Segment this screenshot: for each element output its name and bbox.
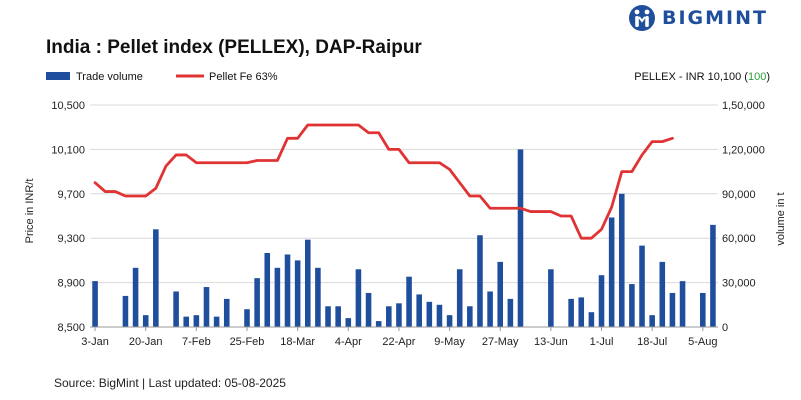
volume-bar: [213, 316, 220, 327]
y2-tick-label: 90,000: [722, 189, 756, 201]
pellex-annotation-suffix: ): [766, 71, 770, 83]
legend-label-trade-volume: Trade volume: [76, 71, 143, 83]
volume-bar: [507, 298, 514, 327]
volume-bar: [294, 260, 301, 327]
volume-bar: [345, 318, 352, 327]
y2-tick-label: 1,50,000: [722, 100, 765, 112]
x-tick-label: 9-May: [434, 336, 465, 348]
volume-bar: [254, 278, 260, 327]
volume-bar: [244, 309, 250, 327]
volume-bar: [487, 291, 493, 327]
x-tick-label: 20-Jan: [129, 336, 163, 348]
volume-bar: [304, 239, 311, 327]
volume-bar: [203, 287, 210, 327]
volume-bar: [598, 275, 605, 327]
volume-bar: [223, 298, 230, 327]
y-tick-label: 10,100: [51, 144, 85, 156]
volume-bar: [386, 306, 392, 327]
volume-bar: [710, 224, 716, 327]
volume-bar: [456, 269, 463, 327]
volume-bars: [92, 149, 716, 327]
volume-bar: [183, 316, 190, 327]
pellex-annotation-change: 100: [748, 71, 766, 83]
x-tick-label: 22-Apr: [382, 336, 415, 348]
volume-bar: [608, 217, 615, 327]
y-tick-label: 10,500: [51, 100, 85, 112]
pellex-annotation: PELLEX - INR 10,100 (100): [634, 71, 770, 83]
volume-bar: [416, 294, 422, 327]
chart-title: India : Pellet index (PELLEX), DAP-Raipu…: [46, 37, 422, 58]
bigmint-logo-icon: [629, 5, 655, 31]
volume-bar: [497, 261, 504, 327]
price-line: [93, 123, 674, 240]
axes: 8,500 8,900 9,300 9,700 10,100 10,500 0 30,000 6…: [51, 100, 764, 348]
y-axis-label: Price in INR/t: [24, 179, 36, 244]
volume-bar: [618, 193, 625, 327]
volume-bar: [365, 292, 372, 327]
price-line-layer: [93, 123, 674, 240]
y-tick-label: 8,900: [57, 278, 85, 290]
y-tick-label: 8,500: [57, 322, 85, 334]
volume-bar: [142, 315, 149, 327]
legend-swatch-trade-volume: [46, 72, 70, 80]
x-tick-label: 3-Jan: [81, 336, 109, 348]
y2-axis-label: volume in t: [775, 192, 787, 245]
volume-bar: [396, 303, 402, 327]
volume-bar: [578, 297, 585, 327]
volume-bar: [446, 315, 453, 327]
volume-bar: [274, 267, 281, 327]
volume-bar: [406, 276, 412, 327]
x-tick-label: 7-Feb: [182, 336, 211, 348]
volume-bar: [588, 312, 595, 327]
volume-bar: [355, 269, 362, 327]
volume-bar: [477, 235, 483, 327]
chart-footer: Source: BigMint | Last updated: 05-08-20…: [54, 376, 286, 390]
volume-bar: [679, 281, 686, 327]
y2-tick-label: 1,20,000: [722, 144, 765, 156]
volume-bar: [315, 267, 321, 327]
x-tick-label: 4-Apr: [335, 336, 362, 348]
x-tick-label: 1-Jul: [590, 336, 614, 348]
brand-logo: BIGMINT: [628, 4, 768, 32]
volume-bar: [375, 321, 382, 327]
volume-bar: [467, 306, 473, 327]
pellex-annotation-prefix: PELLEX - INR 10,100 (: [634, 71, 748, 83]
y2-tick-label: 0: [722, 322, 728, 334]
volume-bar: [669, 292, 676, 327]
brand-name: BIGMINT: [662, 7, 768, 29]
y2-tick-label: 60,000: [722, 233, 756, 245]
volume-bar: [153, 229, 159, 327]
volume-bar: [335, 306, 341, 327]
x-tick-label: 27-May: [482, 336, 519, 348]
volume-bar: [193, 315, 200, 327]
volume-bar: [264, 253, 271, 327]
volume-bar: [436, 304, 443, 327]
volume-bar: [426, 301, 433, 327]
y2-tick-label: 30,000: [722, 278, 756, 290]
chart-legend: Trade volume Pellet Fe 63%: [46, 71, 278, 83]
volume-bar: [649, 315, 655, 327]
x-tick-label: 18-Jul: [637, 336, 667, 348]
volume-bar: [629, 284, 635, 327]
legend-label-pellet-fe: Pellet Fe 63%: [209, 71, 278, 83]
volume-bar: [568, 298, 574, 327]
volume-bar: [122, 295, 129, 327]
y-tick-label: 9,300: [57, 233, 85, 245]
x-tick-label: 5-Aug: [688, 336, 717, 348]
volume-bar: [639, 245, 645, 327]
volume-bar: [92, 281, 98, 327]
volume-bar: [659, 261, 666, 327]
volume-bar: [132, 267, 139, 327]
y-tick-label: 9,700: [57, 189, 85, 201]
volume-bar: [173, 291, 179, 327]
volume-bar: [548, 269, 554, 327]
x-tick-label: 18-Mar: [280, 336, 315, 348]
volume-bar: [325, 306, 331, 327]
x-tick-label: 13-Jun: [534, 336, 568, 348]
volume-bar: [517, 149, 524, 327]
volume-bar: [284, 254, 291, 327]
volume-bar: [700, 292, 706, 327]
x-tick-label: 25-Feb: [230, 336, 265, 348]
